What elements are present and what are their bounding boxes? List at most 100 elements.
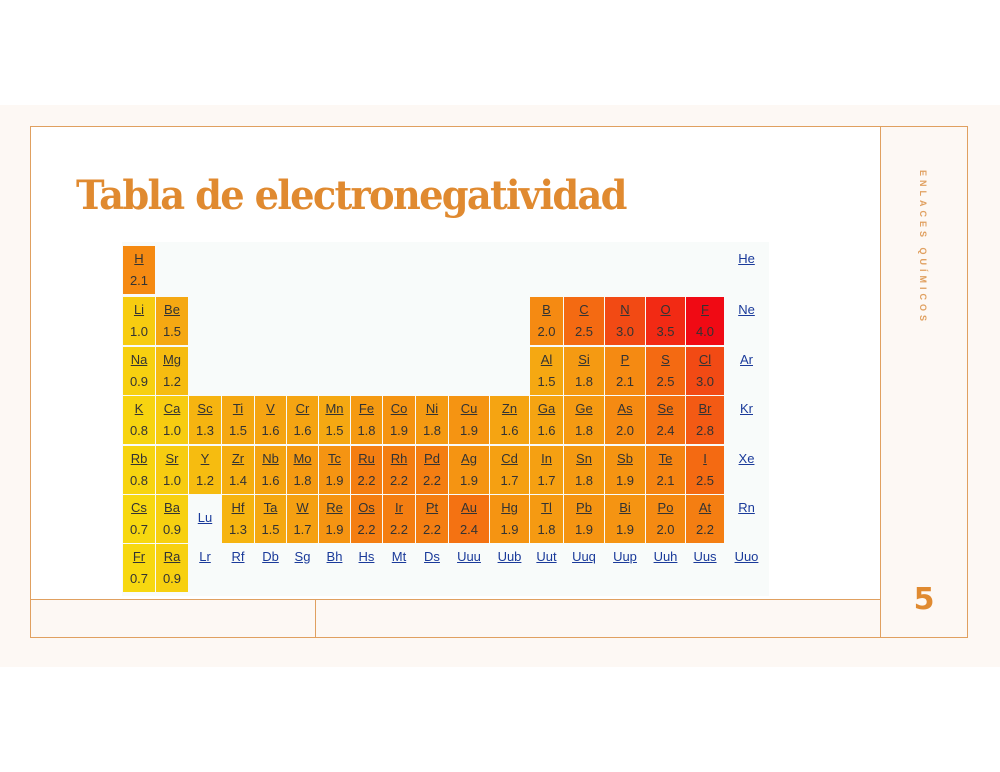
element-cell-br[interactable]: Br 2.8 xyxy=(686,396,724,444)
element-cell-ds[interactable]: Ds xyxy=(416,544,448,592)
element-symbol[interactable]: Al xyxy=(540,352,553,367)
element-cell-hf[interactable]: Hf 1.3 xyxy=(222,495,254,543)
element-symbol[interactable]: Lr xyxy=(199,549,211,564)
element-cell-xe[interactable]: Xe xyxy=(725,446,768,494)
element-symbol[interactable]: Re xyxy=(326,500,343,515)
element-cell-pd[interactable]: Pd 2.2 xyxy=(416,446,448,494)
element-symbol[interactable]: W xyxy=(296,500,309,515)
element-symbol[interactable]: Sb xyxy=(617,451,633,466)
element-cell-al[interactable]: Al 1.5 xyxy=(530,347,563,395)
element-cell-ba[interactable]: Ba 0.9 xyxy=(156,495,188,543)
element-symbol[interactable]: Na xyxy=(130,352,148,367)
element-cell-fe[interactable]: Fe 1.8 xyxy=(351,396,382,444)
element-symbol[interactable]: S xyxy=(661,352,670,367)
element-symbol[interactable]: Uuu xyxy=(457,549,481,564)
element-symbol[interactable]: Hs xyxy=(358,549,375,564)
element-symbol[interactable]: Rb xyxy=(130,451,148,466)
element-symbol[interactable]: Be xyxy=(164,302,180,317)
element-symbol[interactable]: Ag xyxy=(461,451,477,466)
element-symbol[interactable]: Mg xyxy=(162,352,182,367)
element-symbol[interactable]: H xyxy=(134,251,144,266)
element-symbol[interactable]: Ra xyxy=(163,549,181,564)
element-cell-pb[interactable]: Pb 1.9 xyxy=(564,495,604,543)
element-symbol[interactable]: Rf xyxy=(231,549,245,564)
element-symbol[interactable]: Ds xyxy=(424,549,440,564)
element-symbol[interactable]: Cr xyxy=(295,401,310,416)
element-cell-lu[interactable]: Lu xyxy=(189,495,221,543)
element-symbol[interactable]: Sg xyxy=(294,549,311,564)
element-symbol[interactable]: Uus xyxy=(693,549,717,564)
element-cell-rb[interactable]: Rb 0.8 xyxy=(123,446,155,494)
element-symbol[interactable]: Mn xyxy=(325,401,344,416)
element-cell-s[interactable]: S 2.5 xyxy=(646,347,685,395)
element-symbol[interactable]: P xyxy=(620,352,630,367)
element-cell-tl[interactable]: Tl 1.8 xyxy=(530,495,563,543)
element-cell-w[interactable]: W 1.7 xyxy=(287,495,318,543)
element-cell-db[interactable]: Db xyxy=(255,544,286,592)
element-symbol[interactable]: Po xyxy=(657,500,674,515)
element-symbol[interactable]: Y xyxy=(200,451,210,466)
element-symbol[interactable]: Li xyxy=(133,302,145,317)
element-symbol[interactable]: Os xyxy=(358,500,375,515)
element-cell-sg[interactable]: Sg xyxy=(287,544,318,592)
element-symbol[interactable]: Db xyxy=(262,549,279,564)
element-symbol[interactable]: O xyxy=(660,302,671,317)
element-cell-bi[interactable]: Bi 1.9 xyxy=(605,495,645,543)
element-symbol[interactable]: Uuh xyxy=(653,549,678,564)
element-cell-sb[interactable]: Sb 1.9 xyxy=(605,446,645,494)
element-cell-au[interactable]: Au 2.4 xyxy=(449,495,489,543)
element-cell-co[interactable]: Co 1.9 xyxy=(383,396,415,444)
element-symbol[interactable]: Uub xyxy=(497,549,522,564)
element-cell-v[interactable]: V 1.6 xyxy=(255,396,286,444)
element-cell-i[interactable]: I 2.5 xyxy=(686,446,724,494)
element-cell-in[interactable]: In 1.7 xyxy=(530,446,563,494)
element-symbol[interactable]: Uuo xyxy=(734,549,759,564)
element-cell-h[interactable]: H 2.1 xyxy=(123,246,155,294)
element-cell-uuh[interactable]: Uuh xyxy=(646,544,685,592)
element-symbol[interactable]: Ru xyxy=(358,451,375,466)
element-cell-ga[interactable]: Ga 1.6 xyxy=(530,396,563,444)
element-cell-nb[interactable]: Nb 1.6 xyxy=(255,446,286,494)
element-cell-as[interactable]: As 2.0 xyxy=(605,396,645,444)
element-cell-uuu[interactable]: Uuu xyxy=(449,544,489,592)
element-cell-p[interactable]: P 2.1 xyxy=(605,347,645,395)
element-cell-mt[interactable]: Mt xyxy=(383,544,415,592)
element-symbol[interactable]: Sn xyxy=(576,451,592,466)
element-symbol[interactable]: Rn xyxy=(738,500,755,515)
element-symbol[interactable]: Se xyxy=(657,401,674,416)
element-cell-po[interactable]: Po 2.0 xyxy=(646,495,685,543)
element-symbol[interactable]: Rh xyxy=(390,451,408,466)
element-symbol[interactable]: Cd xyxy=(501,451,518,466)
element-cell-kr[interactable]: Kr xyxy=(725,396,768,444)
element-cell-mo[interactable]: Mo 1.8 xyxy=(287,446,318,494)
element-symbol[interactable]: V xyxy=(266,401,275,416)
element-symbol[interactable]: Pd xyxy=(424,451,440,466)
element-cell-ne[interactable]: Ne xyxy=(725,297,768,345)
element-symbol[interactable]: Kr xyxy=(740,401,753,416)
element-cell-cd[interactable]: Cd 1.7 xyxy=(490,446,529,494)
element-symbol[interactable]: Uut xyxy=(536,549,557,564)
element-symbol[interactable]: Tl xyxy=(541,500,552,515)
element-cell-ti[interactable]: Ti 1.5 xyxy=(222,396,254,444)
element-symbol[interactable]: Ar xyxy=(740,352,753,367)
element-cell-rh[interactable]: Rh 2.2 xyxy=(383,446,415,494)
element-symbol[interactable]: N xyxy=(620,302,630,317)
element-cell-ru[interactable]: Ru 2.2 xyxy=(351,446,382,494)
element-symbol[interactable]: Zn xyxy=(501,401,518,416)
element-cell-ta[interactable]: Ta 1.5 xyxy=(255,495,286,543)
element-symbol[interactable]: K xyxy=(134,401,144,416)
element-symbol[interactable]: Pb xyxy=(576,500,592,515)
element-cell-o[interactable]: O 3.5 xyxy=(646,297,685,345)
element-cell-rn[interactable]: Rn xyxy=(725,495,768,543)
element-cell-mn[interactable]: Mn 1.5 xyxy=(319,396,350,444)
element-cell-re[interactable]: Re 1.9 xyxy=(319,495,350,543)
element-symbol[interactable]: I xyxy=(703,451,707,466)
element-cell-sr[interactable]: Sr 1.0 xyxy=(156,446,188,494)
element-symbol[interactable]: Br xyxy=(698,401,712,416)
element-symbol[interactable]: Hg xyxy=(501,500,518,515)
element-symbol[interactable]: Zr xyxy=(231,451,245,466)
element-cell-b[interactable]: B 2.0 xyxy=(530,297,563,345)
element-cell-n[interactable]: N 3.0 xyxy=(605,297,645,345)
element-cell-ge[interactable]: Ge 1.8 xyxy=(564,396,604,444)
element-symbol[interactable]: Co xyxy=(390,401,408,416)
